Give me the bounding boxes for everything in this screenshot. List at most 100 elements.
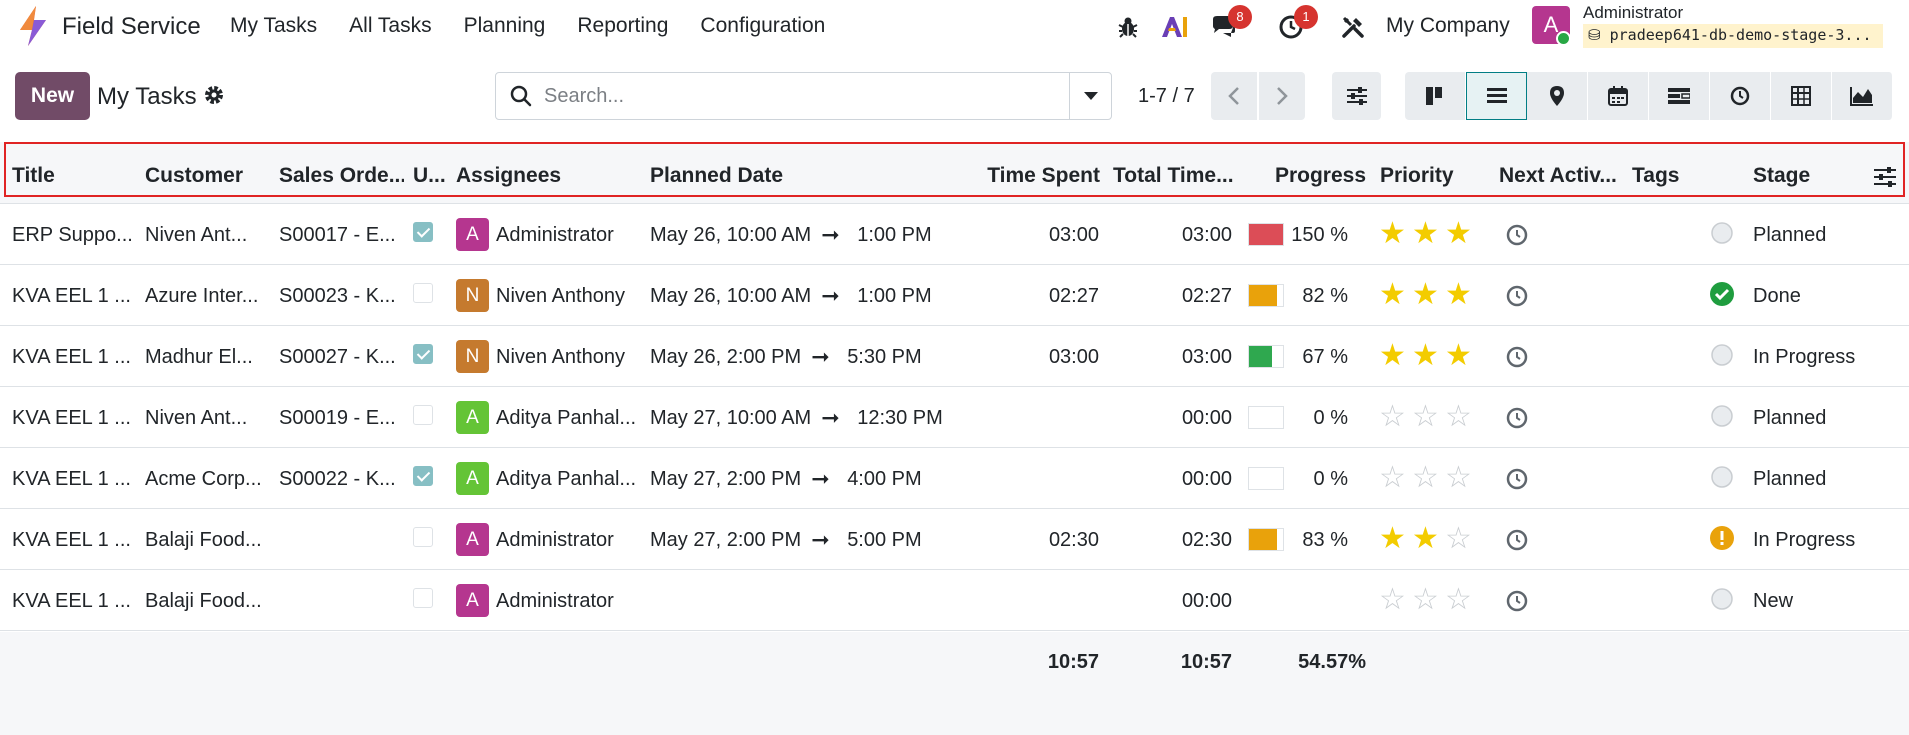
cell-stage[interactable]: Planned	[1753, 224, 1827, 246]
cell-sales-order[interactable]: S00022 - K...	[279, 468, 396, 490]
view-activity-button[interactable]	[1710, 72, 1771, 120]
column-header-customer[interactable]: Customer	[145, 164, 244, 187]
activity-clock-icon[interactable]	[1505, 406, 1529, 436]
messages-icon[interactable]: 8	[1210, 5, 1252, 42]
cell-customer[interactable]: Balaji Food...	[145, 529, 262, 551]
table-row[interactable]: KVA EEL 1 ... Acme Corp... S00022 - K... A A…	[0, 448, 1909, 509]
star-filled-icon[interactable]: ★	[1412, 522, 1439, 555]
star-filled-icon[interactable]: ★	[1412, 278, 1439, 311]
optional-columns-icon[interactable]	[1873, 166, 1897, 188]
cell-date-start[interactable]: May 27, 2:00 PM	[650, 529, 802, 551]
star-filled-icon[interactable]: ★	[1445, 339, 1472, 372]
cell-customer[interactable]: Niven Ant...	[145, 407, 248, 429]
column-header-u[interactable]: U...	[413, 164, 446, 187]
cell-date-start[interactable]: May 27, 10:00 AM	[650, 407, 812, 429]
pager-next-button[interactable]	[1259, 72, 1305, 120]
cell-assignee[interactable]: Niven Anthony	[496, 285, 625, 307]
checkbox[interactable]	[413, 405, 433, 425]
cell-customer[interactable]: Acme Corp...	[145, 468, 262, 490]
view-pivot-button[interactable]	[1771, 72, 1832, 120]
cell-date-start[interactable]: May 27, 2:00 PM	[650, 468, 802, 490]
activity-clock-icon[interactable]	[1505, 528, 1529, 558]
checkbox[interactable]	[413, 344, 433, 364]
table-row[interactable]: KVA EEL 1 ... Balaji Food... A Administrato…	[0, 509, 1909, 570]
cell-date-end[interactable]: 1:00 PM	[857, 224, 932, 246]
cell-date-end[interactable]: 12:30 PM	[857, 407, 943, 429]
cell-customer[interactable]: Azure Inter...	[145, 285, 259, 307]
star-filled-icon[interactable]: ★	[1412, 339, 1439, 372]
star-filled-icon[interactable]: ★	[1445, 217, 1472, 250]
cell-title[interactable]: ERP Suppo...	[12, 224, 133, 246]
tools-icon[interactable]	[1338, 12, 1368, 42]
status-normal-icon[interactable]	[1710, 587, 1734, 617]
menu-my-tasks[interactable]: My Tasks	[230, 14, 318, 37]
status-blocked-icon[interactable]	[1710, 526, 1734, 556]
activities-clock-icon[interactable]: 1	[1276, 5, 1318, 42]
cell-assignee[interactable]: Administrator	[496, 224, 614, 246]
search-input[interactable]	[544, 82, 1044, 110]
ai-icon[interactable]	[1159, 12, 1189, 42]
cell-assignee[interactable]: Niven Anthony	[496, 346, 625, 368]
activity-clock-icon[interactable]	[1505, 589, 1529, 619]
cell-time-spent[interactable]: 02:27	[1048, 285, 1099, 307]
table-row[interactable]: KVA EEL 1 ... Madhur El... S00027 - K... N N…	[0, 326, 1909, 387]
cell-date-end[interactable]: 4:00 PM	[847, 468, 922, 490]
status-normal-icon[interactable]	[1710, 343, 1734, 373]
activity-clock-icon[interactable]	[1505, 223, 1529, 253]
cell-date-end[interactable]: 1:00 PM	[857, 285, 932, 307]
menu-all-tasks[interactable]: All Tasks	[349, 14, 432, 37]
cell-date-end[interactable]: 5:00 PM	[847, 529, 922, 551]
cell-title[interactable]: KVA EEL 1 ...	[12, 285, 131, 307]
star-empty-icon[interactable]: ☆	[1445, 522, 1472, 555]
view-map-button[interactable]	[1527, 72, 1588, 120]
filter-settings-button[interactable]	[1332, 72, 1381, 120]
cell-assignee[interactable]: Administrator	[496, 529, 614, 551]
column-header-progress[interactable]: Progress	[1274, 164, 1366, 187]
new-button[interactable]: New	[15, 72, 90, 120]
app-name[interactable]: Field Service	[62, 13, 201, 40]
column-header-priority[interactable]: Priority	[1380, 164, 1454, 187]
star-empty-icon[interactable]: ☆	[1445, 461, 1472, 494]
cell-total-time[interactable]: 00:00	[1181, 407, 1232, 429]
checkbox[interactable]	[413, 222, 433, 242]
cell-stage[interactable]: In Progress	[1753, 529, 1856, 551]
bug-icon[interactable]	[1113, 12, 1143, 42]
view-gantt-button[interactable]	[1649, 72, 1710, 120]
cell-time-spent[interactable]: 02:30	[1048, 529, 1099, 551]
star-filled-icon[interactable]: ★	[1412, 217, 1439, 250]
menu-reporting[interactable]: Reporting	[577, 14, 669, 37]
status-normal-icon[interactable]	[1710, 221, 1734, 251]
app-logo-icon[interactable]	[18, 6, 48, 46]
cell-stage[interactable]: Planned	[1753, 468, 1827, 490]
checkbox[interactable]	[413, 588, 433, 608]
gear-icon[interactable]	[203, 84, 225, 106]
cell-stage[interactable]: Planned	[1753, 407, 1827, 429]
cell-total-time[interactable]: 00:00	[1181, 590, 1232, 612]
column-header-total-time[interactable]: Total Time...	[1113, 164, 1233, 187]
search-options-toggle[interactable]	[1069, 73, 1111, 119]
cell-stage[interactable]: New	[1753, 590, 1794, 612]
status-done-icon[interactable]	[1710, 282, 1734, 312]
cell-assignee[interactable]: Aditya Panhal...	[496, 407, 636, 429]
cell-customer[interactable]: Balaji Food...	[145, 590, 262, 612]
star-empty-icon[interactable]: ☆	[1379, 400, 1406, 433]
star-filled-icon[interactable]: ★	[1379, 339, 1406, 372]
cell-sales-order[interactable]: S00017 - E...	[279, 224, 396, 246]
cell-time-spent[interactable]: 03:00	[1048, 346, 1099, 368]
cell-title[interactable]: KVA EEL 1 ...	[12, 529, 131, 551]
cell-sales-order[interactable]: S00027 - K...	[279, 346, 396, 368]
view-list-button[interactable]	[1466, 72, 1527, 120]
column-header-sales-order[interactable]: Sales Orde...	[279, 164, 404, 187]
pager-previous-button[interactable]	[1211, 72, 1257, 120]
star-empty-icon[interactable]: ☆	[1412, 400, 1439, 433]
checkbox[interactable]	[413, 527, 433, 547]
cell-date-start[interactable]: May 26, 10:00 AM	[650, 224, 812, 246]
status-normal-icon[interactable]	[1710, 404, 1734, 434]
cell-stage[interactable]: In Progress	[1753, 346, 1856, 368]
star-empty-icon[interactable]: ☆	[1445, 400, 1472, 433]
cell-total-time[interactable]: 03:00	[1181, 224, 1232, 246]
star-filled-icon[interactable]: ★	[1379, 278, 1406, 311]
column-header-stage[interactable]: Stage	[1753, 164, 1811, 187]
column-header-tags[interactable]: Tags	[1632, 164, 1680, 187]
menu-planning[interactable]: Planning	[463, 14, 546, 37]
